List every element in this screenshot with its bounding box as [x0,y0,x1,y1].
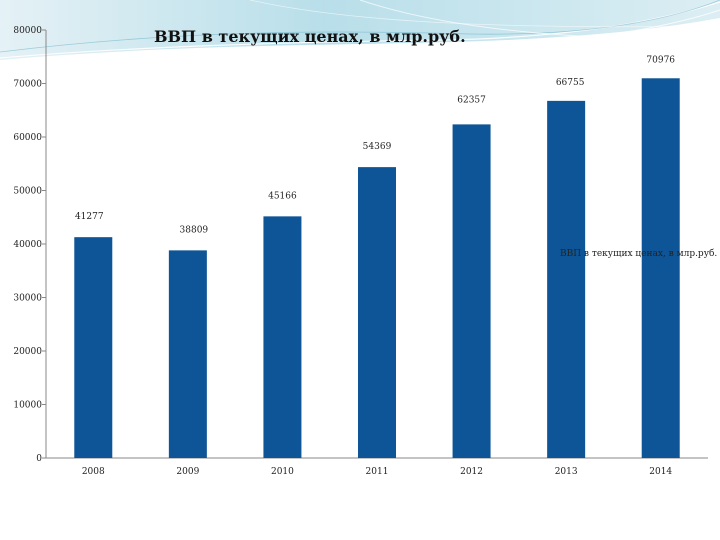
x-axis-ticks: 2008 2009 2010 2011 2012 2013 2014 [82,467,673,477]
bars [74,78,680,459]
bar-2012 [452,124,491,459]
bar-2011 [358,167,396,458]
legend-label: ВВП в текущих ценах, в млр.руб. [560,249,718,259]
x-tick-label-2008: 2008 [82,467,105,477]
bar-2009 [168,250,207,458]
bar-2008 [74,237,113,458]
y-tick-label: 30000 [13,294,42,304]
y-tick-label: 80000 [13,26,42,36]
y-tick-label: 70000 [13,80,42,90]
y-tick-label: 0 [36,454,42,464]
bar-2013 [547,100,586,458]
y-tick-label: 40000 [13,240,42,250]
y-tick-label: 10000 [13,401,42,411]
y-tick-label: 20000 [13,347,42,357]
data-label-2009: 38809 [180,225,209,235]
x-tick-label-2010: 2010 [271,467,294,477]
x-tick-label-2009: 2009 [176,467,199,477]
x-tick-label-2012: 2012 [460,467,483,477]
data-label-2013: 66755 [556,78,585,88]
data-labels: 41277 38809 45166 54369 62357 66755 70976 [75,55,675,235]
data-label-2014: 70976 [646,55,675,65]
bar-2010 [263,216,302,458]
x-tick-label-2013: 2013 [555,467,578,477]
y-axis-ticks: 0 10000 20000 30000 40000 50000 60000 70000 8000… [13,26,46,464]
y-tick-label: 60000 [13,133,42,143]
x-tick-label-2011: 2011 [366,467,389,477]
bar-2014 [641,78,680,459]
data-label-2010: 45166 [268,191,297,201]
data-label-2012: 62357 [457,95,486,105]
x-tick-label-2014: 2014 [649,467,672,477]
chart-title: ВВП в текущих ценах, в млр.руб. [154,27,466,46]
header-swoosh [0,0,720,60]
data-label-2008: 41277 [75,212,104,222]
y-tick-label: 50000 [13,187,42,197]
data-label-2011: 54369 [363,142,392,152]
